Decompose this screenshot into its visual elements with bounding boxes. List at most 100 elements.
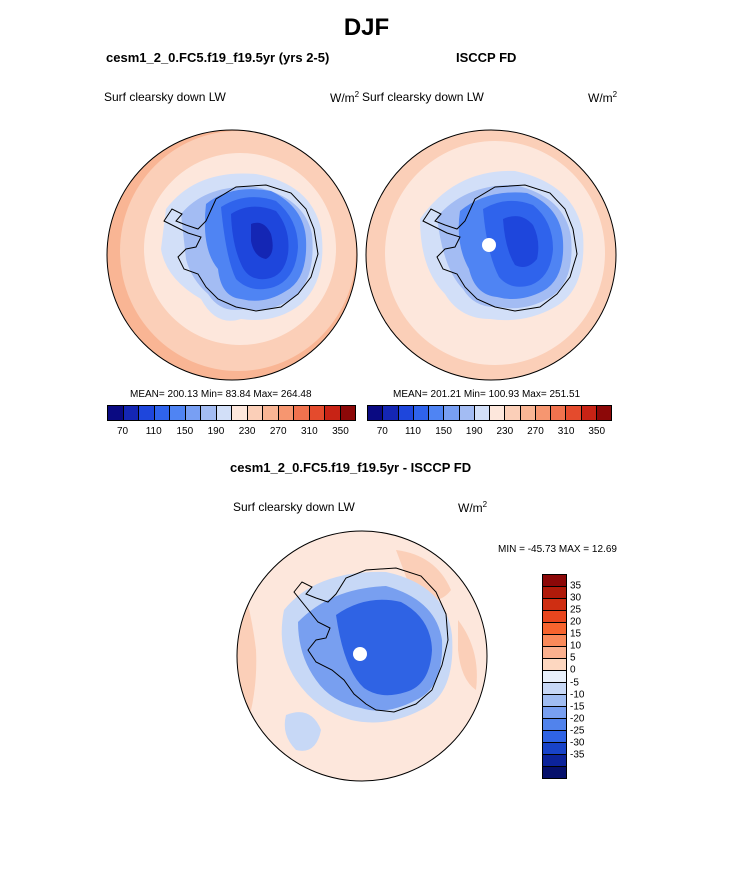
panel1-title: cesm1_2_0.FC5.f19_f19.5yr (yrs 2-5) bbox=[106, 50, 330, 65]
colorbar-tick-label: 70 bbox=[117, 426, 129, 437]
colorbar-swatch bbox=[543, 611, 566, 623]
colorbar-swatch bbox=[139, 406, 155, 420]
panel2-colorbar bbox=[367, 405, 612, 421]
colorbar-swatch bbox=[543, 575, 566, 587]
colorbar-swatch bbox=[490, 406, 506, 420]
antarctica-coastline bbox=[293, 567, 449, 713]
colorbar-tick-label: 230 bbox=[238, 426, 256, 437]
colorbar-tick-label: -25 bbox=[570, 725, 585, 737]
panel3-title: cesm1_2_0.FC5.f19_f19.5yr - ISCCP FD bbox=[230, 460, 472, 475]
colorbar-tick-label: 350 bbox=[332, 426, 349, 437]
colorbar-tick-label: 15 bbox=[570, 628, 582, 640]
colorbar-tick-label: 310 bbox=[300, 426, 318, 437]
colorbar-tick-label: 0 bbox=[570, 664, 576, 676]
colorbar-swatch bbox=[543, 743, 566, 755]
colorbar-tick-label: -5 bbox=[570, 677, 579, 689]
colorbar-tick-label: 5 bbox=[570, 652, 576, 664]
colorbar-swatch bbox=[543, 587, 566, 599]
colorbar-swatch bbox=[459, 406, 475, 420]
ice-core-contour bbox=[251, 222, 273, 259]
colorbar-tick-label: 110 bbox=[145, 426, 162, 437]
colorbar-swatch bbox=[543, 671, 566, 683]
main-title: DJF bbox=[343, 14, 390, 41]
panel3-variable: Surf clearsky down LW bbox=[233, 500, 355, 514]
colorbar-swatch bbox=[543, 695, 566, 707]
difference-polar-map bbox=[236, 530, 488, 782]
colorbar-tick-label: -10 bbox=[570, 689, 585, 701]
colorbar-swatch bbox=[543, 719, 566, 731]
colorbar-swatch bbox=[294, 406, 310, 420]
colorbar-tick-label: 150 bbox=[435, 426, 452, 437]
colorbar-tick-label: 35 bbox=[570, 580, 582, 592]
colorbar-tick-label: 190 bbox=[465, 426, 483, 437]
diff-positive-east bbox=[458, 620, 477, 690]
colorbar-swatch bbox=[429, 406, 445, 420]
colorbar-tick-label: 110 bbox=[404, 426, 421, 437]
colorbar-tick-label: 270 bbox=[527, 426, 544, 437]
colorbar-tick-label: 30 bbox=[570, 592, 582, 604]
colorbar-swatch bbox=[340, 406, 355, 420]
colorbar-swatch bbox=[263, 406, 279, 420]
panel1-colorbar-ticks: 70 110 150 190 230 270 310 350 bbox=[107, 426, 356, 438]
colorbar-swatch bbox=[108, 406, 124, 420]
colorbar-swatch bbox=[201, 406, 217, 420]
panel1-colorbar bbox=[107, 405, 356, 421]
colorbar-swatch bbox=[232, 406, 248, 420]
difference-colorbar-ticks: 35 30 25 20 15 10 5 0 -5 -10 -15 -20 -25 -30 -35 bbox=[570, 574, 600, 779]
colorbar-swatch bbox=[278, 406, 294, 420]
colorbar-tick-label: 20 bbox=[570, 616, 582, 628]
colorbar-swatch bbox=[543, 647, 566, 659]
observation-polar-map bbox=[365, 129, 617, 381]
panel2-colorbar-ticks: 70 110 150 190 230 270 310 350 bbox=[367, 426, 612, 438]
colorbar-swatch bbox=[543, 767, 566, 778]
colorbar-tick-label: -30 bbox=[570, 737, 585, 749]
colorbar-swatch bbox=[543, 599, 566, 611]
colorbar-swatch bbox=[383, 406, 399, 420]
colorbar-swatch bbox=[596, 406, 611, 420]
colorbar-swatch bbox=[543, 707, 566, 719]
panel1-unit: W/m2 bbox=[330, 90, 360, 105]
colorbar-tick-label: -35 bbox=[570, 749, 585, 761]
panel3-stats: MIN = -45.73 MAX = 12.69 bbox=[498, 544, 617, 555]
colorbar-swatch bbox=[444, 406, 460, 420]
colorbar-tick-label: 230 bbox=[496, 426, 514, 437]
colorbar-swatch bbox=[543, 755, 566, 767]
colorbar-swatch bbox=[123, 406, 139, 420]
colorbar-swatch bbox=[543, 659, 566, 671]
colorbar-swatch bbox=[309, 406, 325, 420]
colorbar-tick-label: 310 bbox=[557, 426, 575, 437]
difference-colorbar bbox=[542, 574, 567, 779]
colorbar-swatch bbox=[543, 623, 566, 635]
colorbar-swatch bbox=[543, 683, 566, 695]
colorbar-swatch bbox=[154, 406, 170, 420]
colorbar-swatch bbox=[325, 406, 341, 420]
colorbar-swatch bbox=[247, 406, 263, 420]
colorbar-tick-label: -15 bbox=[570, 701, 585, 713]
panel2-unit: W/m2 bbox=[588, 90, 618, 105]
colorbar-swatch bbox=[551, 406, 567, 420]
colorbar-swatch bbox=[505, 406, 521, 420]
colorbar-swatch bbox=[474, 406, 490, 420]
panel3-unit: W/m2 bbox=[458, 500, 488, 515]
diff-positive-north bbox=[396, 550, 451, 600]
antarctica-coastline bbox=[163, 184, 319, 312]
colorbar-tick-label: -20 bbox=[570, 713, 585, 725]
colorbar-swatch bbox=[543, 635, 566, 647]
panel2-variable: Surf clearsky down LW bbox=[362, 90, 484, 104]
pole-hole bbox=[482, 238, 496, 252]
colorbar-swatch bbox=[581, 406, 597, 420]
colorbar-swatch bbox=[566, 406, 582, 420]
diff-negative-patch bbox=[284, 712, 321, 751]
ice-inner-contour bbox=[503, 216, 539, 267]
colorbar-swatch bbox=[535, 406, 551, 420]
colorbar-tick-label: 150 bbox=[176, 426, 194, 437]
antarctica-coastline bbox=[422, 184, 578, 312]
colorbar-swatch bbox=[398, 406, 414, 420]
colorbar-tick-label: 350 bbox=[588, 426, 606, 437]
model-polar-map bbox=[106, 129, 358, 381]
colorbar-swatch bbox=[543, 731, 566, 743]
panel2-stats: MEAN= 201.21 Min= 100.93 Max= 251.51 bbox=[393, 389, 581, 400]
colorbar-tick-label: 25 bbox=[570, 604, 582, 616]
colorbar-tick-label: 10 bbox=[570, 640, 582, 652]
colorbar-swatch bbox=[170, 406, 186, 420]
